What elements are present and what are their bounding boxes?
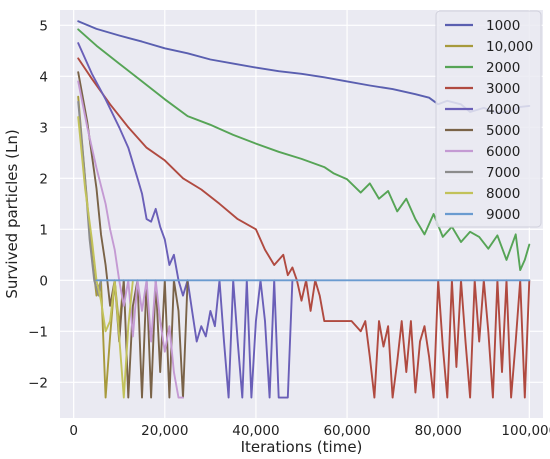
legend-label: 2000: [486, 60, 520, 76]
x-tick-label: 80,000: [415, 423, 462, 439]
y-tick-label: 3: [39, 120, 48, 136]
y-tick-label: 1: [39, 222, 48, 238]
series-line-4000: [77, 42, 294, 399]
y-tick-label: −2: [28, 375, 48, 391]
y-tick-label: −1: [28, 324, 48, 340]
x-tick-label: 20,000: [141, 423, 188, 439]
y-axis-ticks: −2 −1 0 1 2 3 4 5: [28, 18, 48, 391]
legend-label: 9000: [486, 207, 520, 223]
legend-label: 5000: [486, 123, 520, 139]
y-tick-label: 5: [39, 18, 48, 34]
legend-label: 8000: [486, 186, 520, 202]
y-axis-label: Survived particles (Ln): [3, 129, 21, 298]
legend-label: 3000: [486, 81, 520, 97]
series-line-8000: [77, 116, 134, 399]
x-tick-label: 40,000: [232, 423, 279, 439]
y-tick-label: 2: [39, 171, 48, 187]
x-tick-label: 0: [69, 423, 78, 439]
y-tick-label: 0: [39, 273, 48, 289]
legend: 1000 10,000 2000 3000 4000 5000 6000 7000 8000 90…: [435, 10, 542, 228]
y-tick-label: 4: [39, 69, 48, 85]
legend-label: 10,000: [486, 39, 533, 55]
x-axis-ticks: 0 20,000 40,000 60,000 80,000 100,000: [69, 423, 550, 439]
legend-label: 1000: [486, 18, 520, 34]
series-line-2000: [77, 28, 531, 272]
x-tick-label: 60,000: [323, 423, 370, 439]
legend-label: 7000: [486, 165, 520, 181]
x-axis-label: Iterations (time): [241, 438, 363, 456]
x-tick-label: 100,000: [501, 423, 550, 439]
series-lines: [77, 20, 531, 399]
legend-label: 4000: [486, 102, 520, 118]
series-line-3000: [77, 57, 531, 399]
legend-label: 6000: [486, 144, 520, 160]
